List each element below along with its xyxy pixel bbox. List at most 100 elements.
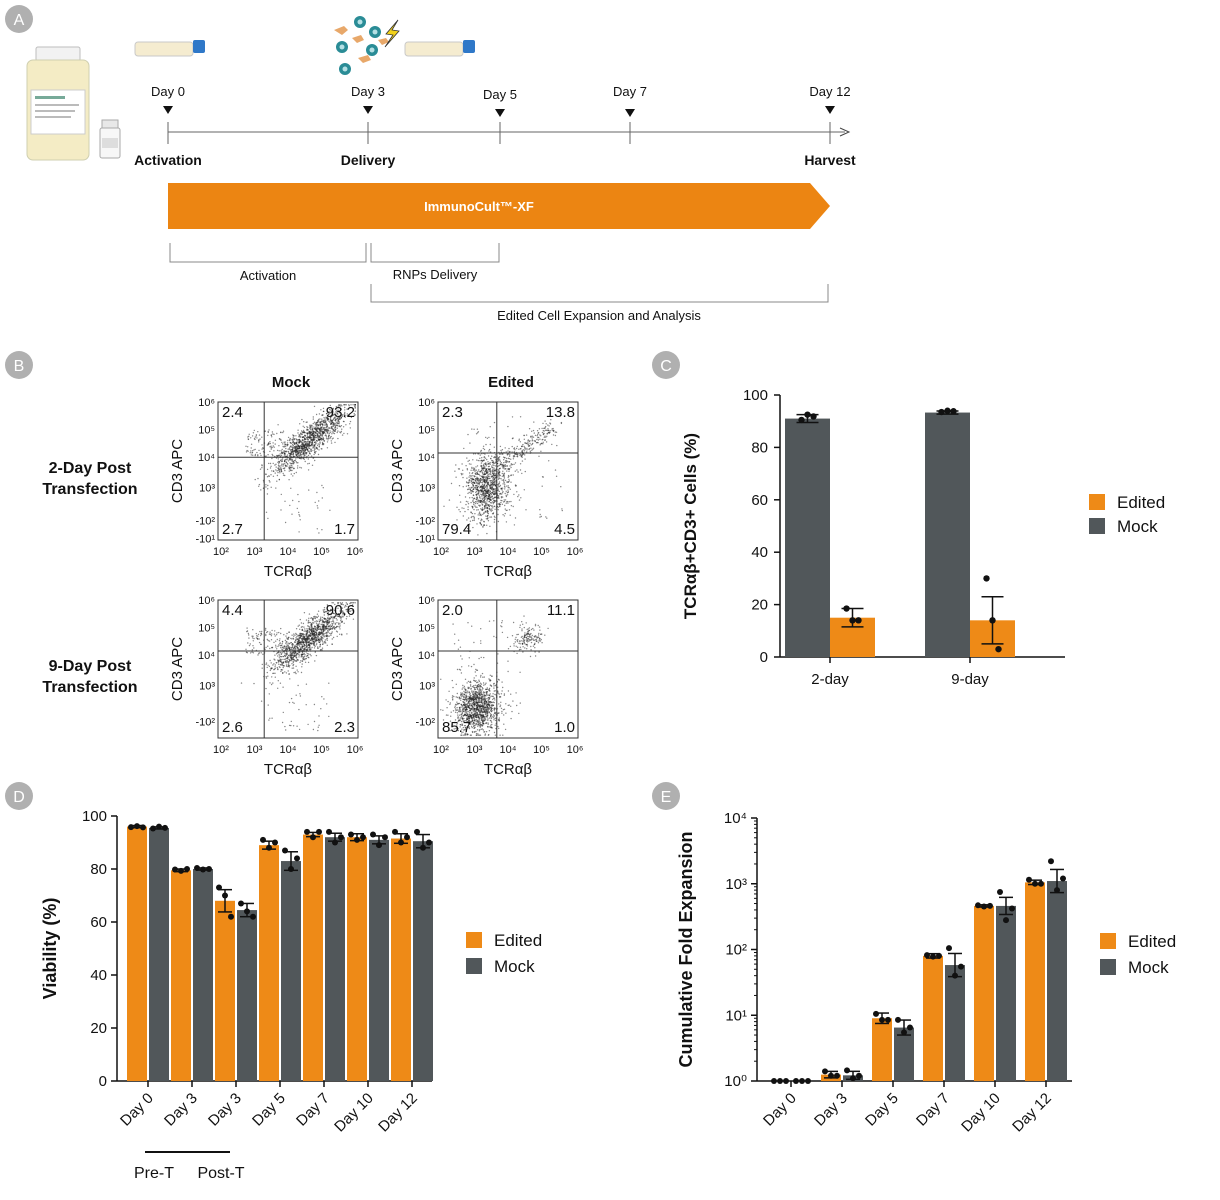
x-tick-label: 2-day — [811, 671, 849, 688]
flow-y-tick: 10⁶ — [418, 595, 435, 607]
bar-mock — [413, 841, 433, 1081]
data-point-edited — [771, 1078, 777, 1084]
panel-e: E 10⁰ 10¹ 10² 10³ 10⁴ Cumulative Fold Expansi… — [652, 782, 1176, 1135]
timeline-day-label: Day 0 — [151, 84, 185, 99]
flow-y-tick: 10³ — [199, 483, 215, 495]
data-point-mock — [856, 1072, 862, 1079]
bar-edited — [303, 834, 323, 1081]
y-tick-label: 0 — [760, 649, 768, 666]
flow-y-tick: -10² — [415, 716, 435, 728]
flow-x-tick: 10⁴ — [500, 744, 517, 756]
immunocult-label: ImmunoCult™-XF — [424, 199, 534, 214]
legend-swatch-edited — [1089, 494, 1105, 510]
flow-y-tick: -10¹ — [195, 534, 215, 546]
quadrant-ll: 79.4 — [442, 521, 471, 538]
flow-x-tick: 10⁵ — [313, 546, 330, 558]
flask-icon — [404, 40, 475, 57]
y-tick-label: 60 — [90, 914, 107, 931]
flow-y-tick: -10² — [195, 516, 215, 528]
data-point-edited — [1026, 876, 1032, 883]
panel-b: B Mock Edited 2-Day Post Transfection 9-D… — [5, 351, 583, 778]
timeline-day-label: Day 5 — [483, 87, 517, 102]
bar-mock — [149, 827, 169, 1081]
data-point-mock — [1003, 917, 1009, 924]
data-point-mock — [1009, 905, 1015, 912]
medium-bottle-icon — [26, 46, 90, 161]
x-tick-label: Day 10 — [331, 1090, 377, 1136]
data-point-mock — [194, 864, 200, 871]
data-point-mock — [1054, 887, 1060, 894]
data-point-edited — [222, 892, 228, 899]
panel-label: D — [13, 789, 25, 806]
panel-label: C — [660, 358, 672, 375]
timeline-marker — [163, 106, 173, 114]
legend-label-edited: Edited — [1128, 932, 1176, 951]
flow-plot: 2.0 11.1 85.7 1.0 10² 10³ 10⁴ 10⁵ 10⁶ TCRαβ 10⁶ 10⁵… — [389, 595, 583, 778]
data-point-mock — [946, 945, 952, 952]
data-point-mock — [150, 825, 156, 832]
flow-x-tick: 10² — [213, 744, 229, 756]
y-tick-label: 0 — [99, 1073, 107, 1090]
data-point-mock — [950, 408, 957, 415]
flow-x-tick: 10⁶ — [347, 744, 364, 756]
data-point-edited — [873, 1010, 879, 1017]
quadrant-ur: 93.2 — [326, 404, 355, 421]
quadrant-lr: 2.3 — [334, 719, 355, 736]
quadrant-ll: 2.6 — [222, 719, 243, 736]
data-point-mock — [850, 1075, 856, 1082]
data-point-mock — [944, 407, 951, 414]
quadrant-ul: 4.4 — [222, 602, 243, 619]
legend-swatch-edited — [466, 932, 482, 948]
y-tick-label: 100 — [743, 387, 768, 404]
quadrant-ul: 2.0 — [442, 602, 463, 619]
bar-mock — [785, 418, 830, 657]
flow-x-tick: 10³ — [467, 744, 483, 756]
bracket-activation — [169, 243, 367, 263]
data-point-edited — [272, 839, 278, 846]
data-point-mock — [326, 828, 332, 835]
y-tick-label: 80 — [90, 861, 107, 878]
x-tick-label: Day 7 — [293, 1090, 333, 1130]
flow-y-tick: 10⁶ — [418, 397, 435, 409]
panel-label: A — [14, 12, 25, 29]
bar-edited — [171, 870, 191, 1081]
y-tick-label: 40 — [751, 544, 768, 561]
flow-plot: 4.4 90.6 2.6 2.3 10² 10³ 10⁴ 10⁵ 10⁶ TCRαβ 10⁶ 10⁵ 1… — [169, 595, 363, 778]
data-point-edited — [1038, 880, 1044, 887]
timeline-marker — [825, 106, 835, 114]
timeline-day-label: Day 7 — [613, 84, 647, 99]
data-point-edited — [989, 617, 996, 624]
data-point-mock — [1048, 858, 1054, 865]
timeline-marker — [495, 109, 505, 117]
flow-y-tick: 10⁵ — [198, 425, 215, 437]
flow-y-label: CD3 APC — [389, 439, 406, 503]
data-point-edited — [849, 617, 856, 624]
data-point-edited — [266, 844, 272, 851]
data-point-edited — [828, 1072, 834, 1079]
data-point-edited — [975, 902, 981, 909]
bar-mock — [369, 839, 389, 1081]
bar-mock — [237, 910, 257, 1081]
bar-edited — [259, 845, 279, 1081]
data-point-mock — [799, 1078, 805, 1084]
flow-y-tick: 10⁶ — [198, 397, 215, 409]
quadrant-ll: 85.7 — [442, 719, 471, 736]
flow-x-tick: 10⁵ — [313, 744, 330, 756]
x-tick-label: Day 0 — [760, 1090, 800, 1130]
data-point-edited — [316, 828, 322, 835]
y-tick-label: 10³ — [725, 876, 747, 893]
data-point-mock — [805, 1078, 811, 1084]
bar-mock — [325, 837, 345, 1081]
data-point-mock — [162, 824, 168, 831]
data-point-mock — [952, 972, 958, 979]
data-point-edited — [128, 824, 134, 831]
flask-icon — [134, 40, 205, 57]
y-tick-label: 10⁰ — [724, 1073, 747, 1090]
data-point-mock — [793, 1078, 799, 1084]
data-point-mock — [376, 842, 382, 849]
timeline-marker — [363, 106, 373, 114]
data-point-edited — [983, 575, 990, 582]
data-point-mock — [938, 408, 945, 416]
x-tick-label: Day 3 — [205, 1090, 245, 1130]
